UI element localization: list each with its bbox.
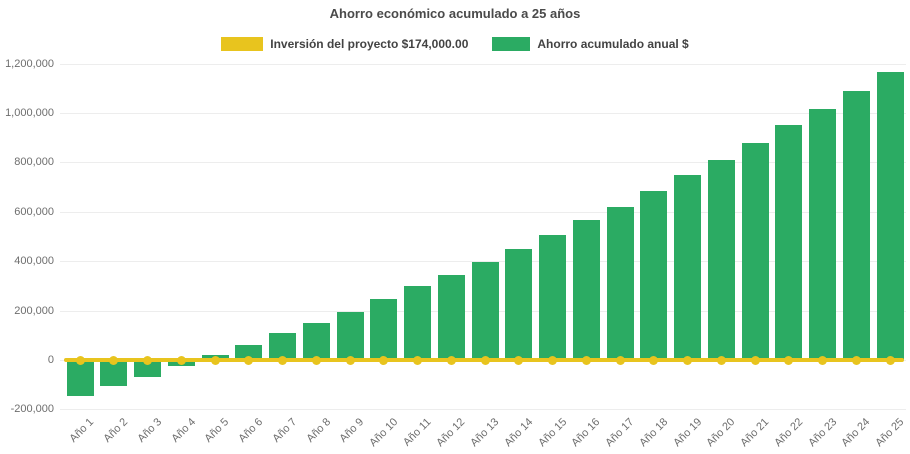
bar-año-12 — [437, 274, 465, 360]
gridline — [60, 113, 906, 114]
investment-line-marker — [345, 355, 355, 365]
y-axis-tick-label: 1,200,000 — [5, 57, 54, 70]
bar-año-15 — [539, 235, 566, 360]
bar-año-10 — [370, 299, 398, 360]
investment-line-marker — [885, 355, 895, 365]
x-axis-tick-label: Año 7 — [270, 416, 299, 445]
x-axis-tick-label: Año 3 — [135, 416, 164, 445]
investment-line-marker — [75, 355, 85, 365]
bar-año-22 — [775, 125, 803, 360]
x-axis-tick-label: Año 16 — [569, 416, 603, 450]
x-axis-tick-label: Año 19 — [670, 416, 704, 450]
bar-año-21 — [741, 142, 769, 360]
bar-año-20 — [707, 159, 735, 360]
bar-año-8 — [302, 322, 330, 360]
investment-line-marker — [548, 355, 557, 365]
investment-line-marker — [480, 355, 490, 365]
gridline — [60, 261, 906, 263]
y-axis-tick-label: 200,000 — [14, 304, 54, 317]
legend-swatch-savings — [492, 37, 531, 51]
investment-line-marker — [446, 355, 456, 365]
x-axis-tick-label: Año 15 — [535, 416, 569, 450]
legend-label-investment: Inversión del proyecto $174,000.00 — [270, 37, 469, 51]
bar-año-7 — [269, 332, 296, 360]
x-axis-tick-label: Año 17 — [603, 416, 637, 450]
bar-año-19 — [674, 174, 701, 360]
investment-line-marker — [514, 355, 524, 365]
investment-line-marker — [311, 355, 321, 365]
x-axis-tick-label: Año 9 — [337, 416, 367, 445]
bar-año-17 — [606, 206, 634, 360]
x-axis-tick-label: Año 8 — [303, 416, 333, 445]
x-axis-tick-label: Año 1 — [67, 416, 97, 445]
bar-año-6 — [235, 345, 263, 360]
y-axis-tick-label: 600,000 — [14, 205, 54, 218]
bar-año-16 — [572, 220, 600, 360]
investment-line-marker — [278, 355, 287, 365]
bar-año-13 — [471, 262, 499, 360]
x-axis-tick-label: Año 6 — [236, 416, 266, 445]
investment-line-marker — [379, 355, 389, 365]
x-axis-tick-label: Año 25 — [873, 416, 907, 450]
bar-año-11 — [404, 285, 431, 360]
investment-line-marker — [615, 355, 625, 365]
investment-line-marker — [818, 355, 827, 365]
investment-line-marker — [143, 355, 152, 365]
x-axis-tick-label: Año 18 — [637, 416, 671, 450]
bar-año-9 — [336, 311, 364, 360]
bar-año-25 — [876, 72, 904, 360]
legend: Inversión del proyecto $174,000.00 Ahorr… — [0, 37, 910, 51]
x-axis-tick-label: Año 13 — [468, 416, 502, 450]
investment-line-marker — [413, 355, 422, 365]
y-axis-tick-label: 800,000 — [14, 156, 54, 169]
investment-line-marker — [244, 355, 254, 365]
investment-line-marker — [716, 355, 726, 365]
x-axis-tick-label: Año 21 — [738, 416, 772, 450]
y-axis-tick-label: -200,000 — [10, 403, 54, 416]
investment-line-marker — [750, 355, 760, 365]
investment-line-marker — [109, 355, 119, 365]
bar-año-18 — [640, 190, 668, 360]
gridline — [60, 63, 906, 65]
y-axis-tick-label: 0 — [47, 354, 54, 366]
x-axis-tick-label: Año 14 — [502, 416, 536, 450]
x-axis-tick-label: Año 5 — [202, 416, 232, 445]
bar-año-23 — [809, 109, 836, 360]
chart-title: Ahorro económico acumulado a 25 años — [329, 6, 581, 21]
y-axis-tick-label: 1,000,000 — [5, 107, 54, 119]
investment-line-marker — [581, 355, 591, 365]
bar-año-14 — [505, 248, 533, 360]
x-axis-tick-label: Año 22 — [772, 416, 806, 450]
x-axis-tick-label: Año 10 — [367, 416, 401, 450]
investment-line-marker — [210, 355, 220, 365]
x-axis-tick-label: Año 4 — [168, 416, 198, 445]
investment-line-marker — [649, 355, 659, 365]
investment-line-marker — [683, 355, 692, 365]
investment-line-marker — [784, 355, 794, 365]
legend-label-savings: Ahorro acumulado anual $ — [537, 37, 689, 51]
investment-line-marker — [851, 355, 861, 365]
gridline — [60, 211, 906, 213]
x-axis-tick-label: Año 2 — [101, 416, 131, 445]
x-axis-tick-label: Año 20 — [704, 416, 738, 450]
bar-año-24 — [842, 90, 870, 360]
x-axis-tick-label: Año 23 — [805, 416, 839, 450]
x-axis-tick-label: Año 12 — [434, 416, 468, 450]
gridline — [60, 162, 906, 164]
investment-line-marker — [176, 355, 186, 365]
x-axis-tick-label: Año 24 — [839, 416, 873, 450]
y-axis-tick-label: 400,000 — [14, 255, 54, 268]
legend-swatch-investment — [221, 37, 264, 51]
x-axis-tick-label: Año 11 — [401, 416, 434, 449]
gridline — [60, 409, 906, 411]
bar-año-1 — [66, 360, 94, 396]
bar-año-3 — [134, 360, 161, 378]
